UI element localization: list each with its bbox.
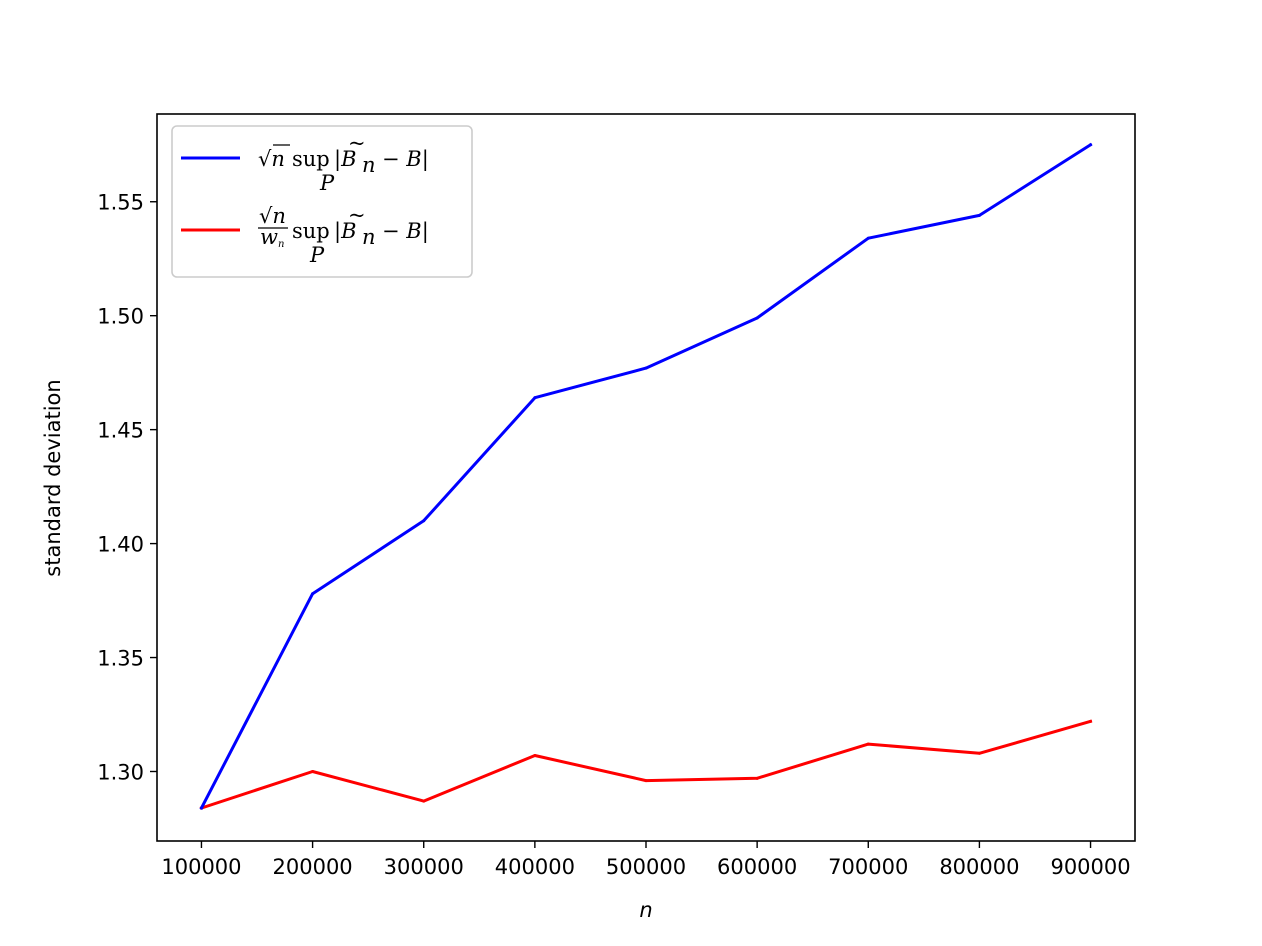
data-point-1-6 <box>866 742 870 746</box>
data-point-1-8 <box>1089 719 1093 723</box>
legend-entry-sqrt-n-sup: √n sup P |B ~ n − B| <box>258 131 429 195</box>
legend-label-abs-expr: |B <box>334 147 357 172</box>
legend-label-sup-2: sup <box>292 219 330 243</box>
legend-label-tilde-2: ~ <box>348 203 366 227</box>
data-point-0-8 <box>1089 143 1093 147</box>
y-tick-label: 1.35 <box>97 647 144 671</box>
data-point-0-1 <box>311 592 315 596</box>
legend-label-tilde: ~ <box>348 131 366 155</box>
y-tick-label: 1.55 <box>97 191 144 215</box>
data-point-1-2 <box>422 799 426 803</box>
legend-entry-scaled-sup: √n wn sup P |B ~ n − B| <box>258 203 429 267</box>
x-axis-label: n <box>639 898 652 922</box>
series-layer <box>199 142 1093 811</box>
x-tick-label: 400000 <box>495 855 575 879</box>
data-point-0-5 <box>755 316 759 320</box>
data-point-0-4 <box>644 366 648 370</box>
x-tick-label: 600000 <box>717 855 797 879</box>
data-point-1-1 <box>311 769 315 773</box>
data-point-0-2 <box>422 519 426 523</box>
y-axis-label: standard deviation <box>41 379 65 576</box>
x-tick-label: 500000 <box>606 855 686 879</box>
x-tick-label: 900000 <box>1050 855 1130 879</box>
legend-label-sub-n-2: n <box>362 225 376 249</box>
x-tick-label: 100000 <box>161 855 241 879</box>
data-point-1-7 <box>977 751 981 755</box>
legend-label-sub-p-2: P <box>309 243 325 267</box>
data-point-0-0 <box>199 806 203 810</box>
x-axis-ticks: 100000 200000 300000 400000 500000 600000 7000… <box>161 841 1131 879</box>
legend: √n sup P |B ~ n − B| √n wn sup P |B ~ n … <box>171 125 473 278</box>
data-point-1-5 <box>755 776 759 780</box>
y-tick-label: 1.40 <box>97 533 144 557</box>
data-point-1-3 <box>533 754 537 758</box>
legend-box <box>171 125 473 278</box>
y-tick-label: 1.45 <box>97 419 144 443</box>
y-tick-label: 1.30 <box>97 760 144 784</box>
data-point-0-6 <box>866 236 870 240</box>
y-tick-label: 1.50 <box>97 305 144 329</box>
x-tick-label: 700000 <box>828 855 908 879</box>
data-point-0-7 <box>977 213 981 217</box>
legend-label-sub-p: P <box>319 171 335 195</box>
legend-label-abs-expr-2: |B <box>334 219 357 244</box>
x-tick-label: 800000 <box>939 855 1019 879</box>
data-point-0-3 <box>533 396 537 400</box>
legend-label-frac-num: √n <box>259 204 286 228</box>
legend-label-minus-b: − B| <box>382 147 429 172</box>
y-axis-ticks: 1.30 1.35 1.40 1.45 1.50 1.55 <box>97 191 157 784</box>
legend-label-sub-n: n <box>362 153 376 177</box>
x-tick-label: 200000 <box>273 855 353 879</box>
legend-label-minus-b-2: − B| <box>382 219 429 244</box>
legend-label-sqrt-n: √n <box>258 147 285 171</box>
x-tick-label: 300000 <box>384 855 464 879</box>
legend-label-sup: sup <box>292 147 330 171</box>
data-point-1-4 <box>644 779 648 783</box>
